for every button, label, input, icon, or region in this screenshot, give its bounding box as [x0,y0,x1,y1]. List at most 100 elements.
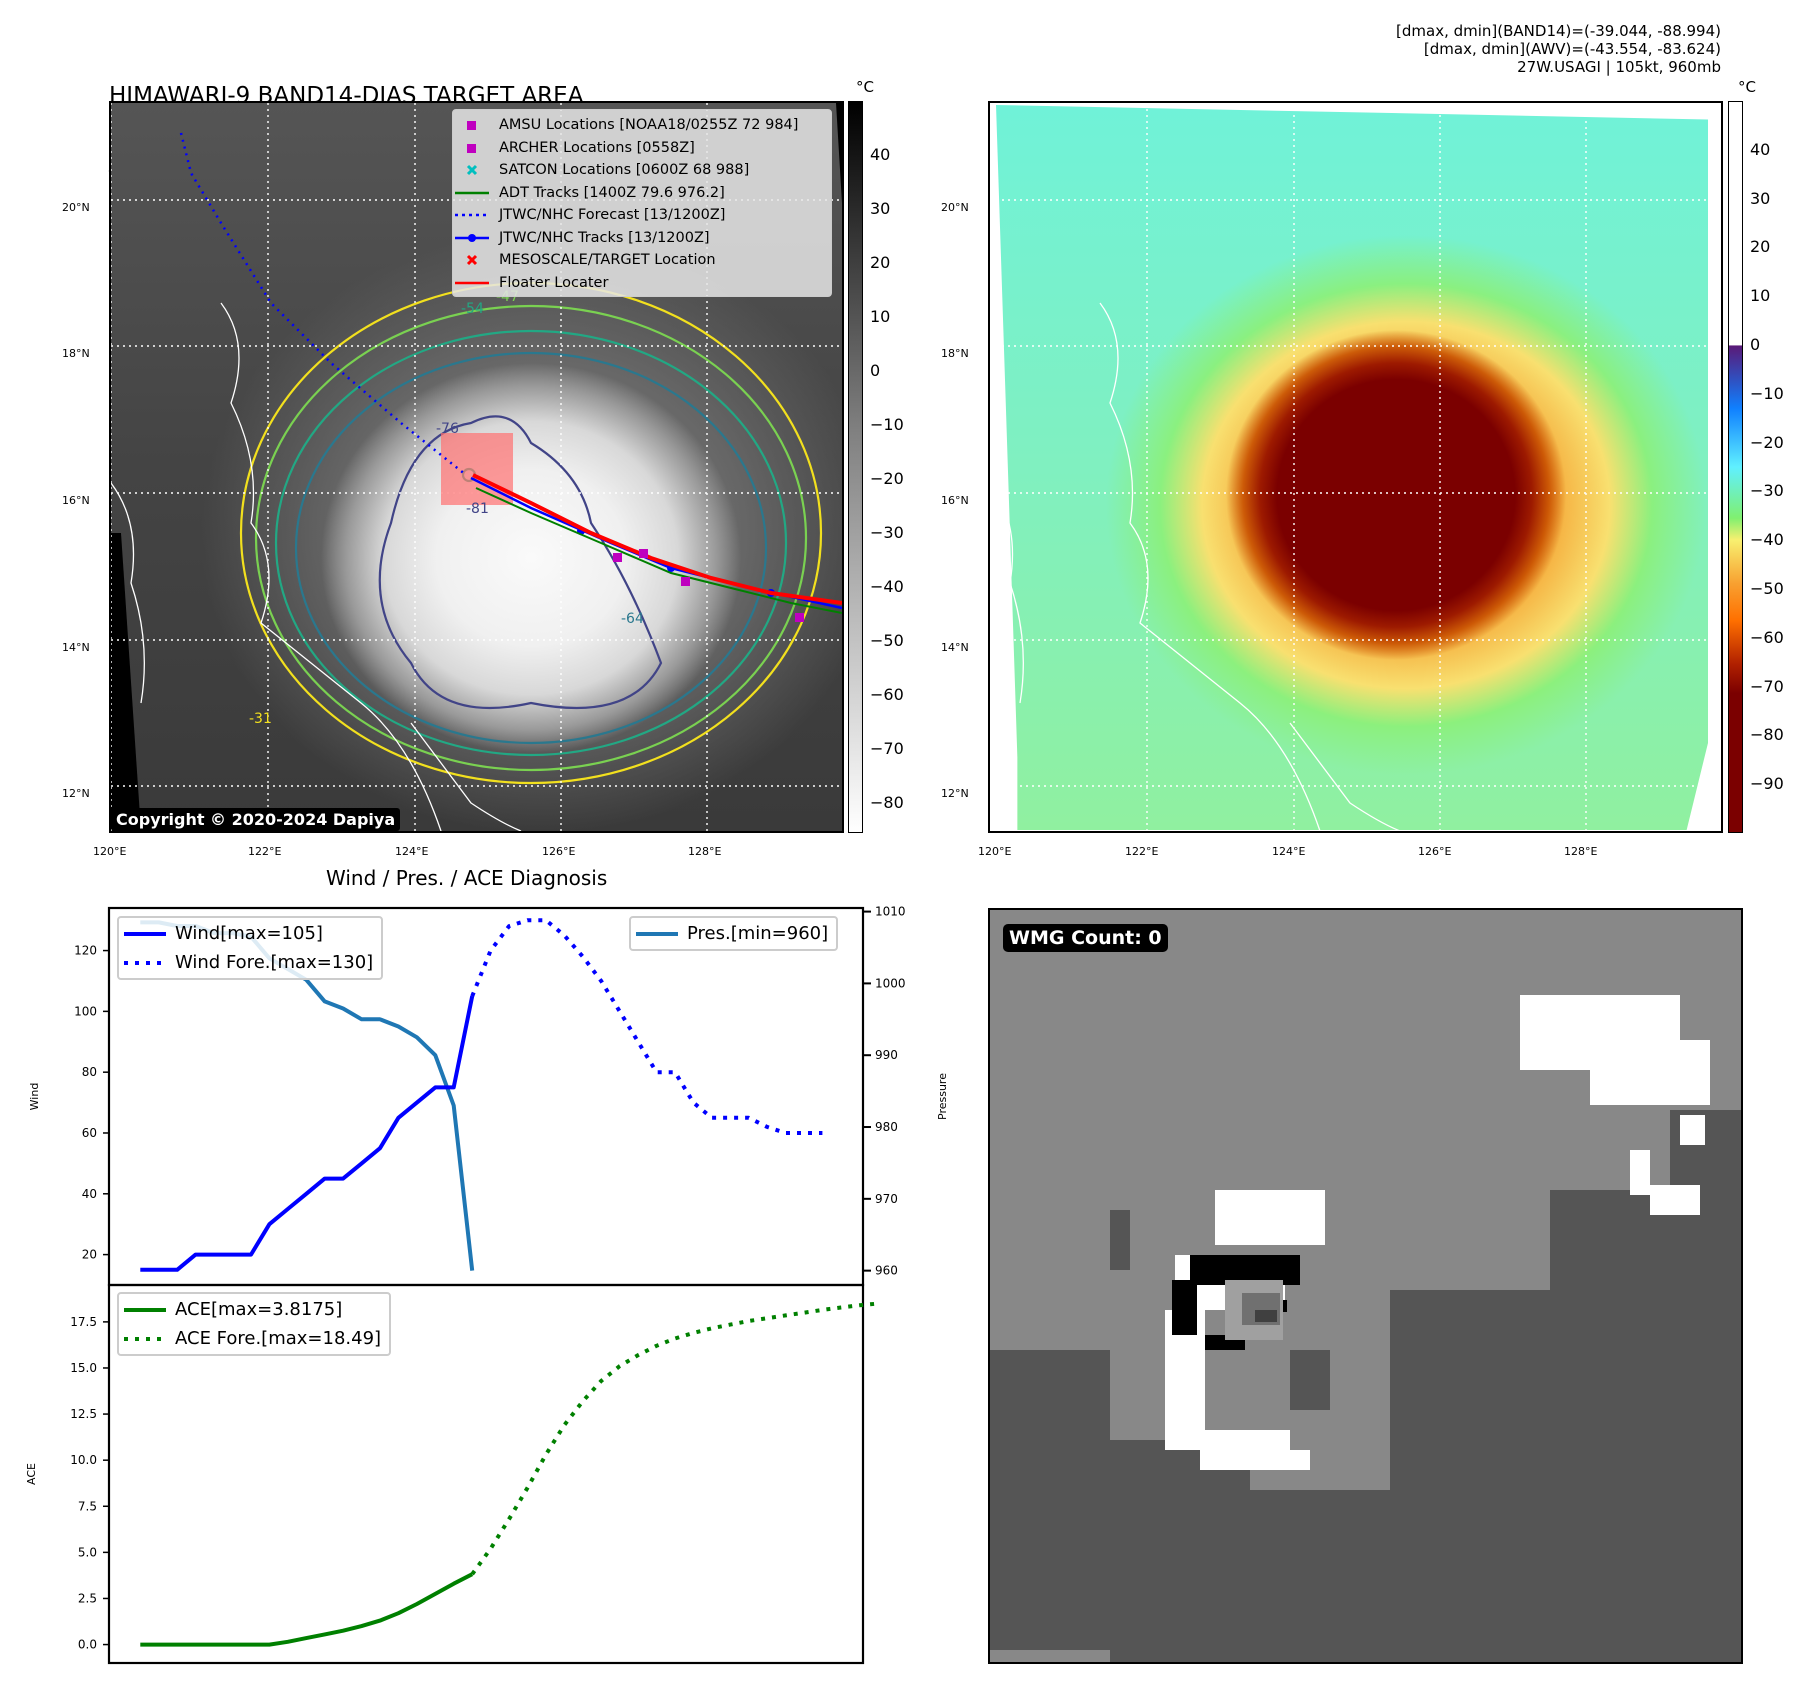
colorbar-tick: −20 [870,469,904,489]
contour-label-76: -76 [436,421,459,437]
colorbar-tick: 0 [1750,335,1761,354]
amsu-marker [795,613,804,622]
legend-entry-ace: ACE[max=3.8175] [123,1295,381,1324]
lon-tick: 124°E [1272,845,1306,858]
band14-range: [dmax, dmin](BAND14)=(-39.044, -88.994) [1396,22,1721,40]
pressure-axis-label: Pressure [936,1073,949,1120]
legend-entry: ADT Tracks [1400Z 79.6 976.2] [453,182,831,205]
ace-tick-label: 2.5 [78,1591,97,1605]
awv-colorbar [1728,101,1743,833]
ace-axes-frame [107,1283,865,1665]
floater-locater-track [472,473,842,605]
wmg-white-region [1650,1185,1700,1215]
legend-label: JTWC/NHC Forecast [13/1200Z] [499,207,726,224]
wmg-white-region [1260,1450,1310,1470]
colorbar-tick: 40 [1750,139,1771,159]
pressure-tick-label: 980 [875,1120,898,1134]
legend-entry-wind: Wind[max=105] [123,919,373,948]
diagnosis-title: Wind / Pres. / ACE Diagnosis [326,866,608,890]
dotted-line-icon [123,1336,167,1342]
wind-legend: Wind[max=105] Wind Fore.[max=130] [117,916,384,980]
wmg-dark-region [990,1350,1110,1650]
solid-line-icon [123,1307,167,1313]
awv-map-overlay [990,103,1721,831]
contour-54 [274,329,788,757]
wmg-white-region [1590,1040,1710,1105]
wmg-panel: WMG Count: 0 [988,908,1743,1664]
colorbar-tick: −40 [1750,530,1784,550]
wmg-eye-core [1255,1310,1277,1322]
colorbar-tick: 10 [870,307,891,327]
wmg-count-label: WMG Count: 0 [1003,924,1168,952]
colorbar-tick: −60 [870,685,904,705]
title-line-1: HIMAWARI-9 BAND14-DIAS TARGET AREA [109,83,584,109]
colorbar-tick: −70 [1750,676,1784,696]
wind-tick-label: 80 [82,1065,97,1079]
storm-info: [dmax, dmin](BAND14)=(-39.044, -88.994) … [1396,22,1721,76]
lat-tick: 20°N [62,201,90,214]
storm-summary: 27W.USAGI | 105kt, 960mb [1517,58,1721,76]
awv-image [996,105,1708,830]
pressure-tick-label: 970 [875,1192,898,1206]
lon-tick: 126°E [542,845,576,858]
lon-tick: 122°E [248,845,282,858]
colorbar-tick: 20 [870,253,891,273]
lon-tick: 128°E [1564,845,1598,858]
colorbar-tick: −30 [1750,481,1784,501]
coastlines [990,302,1401,831]
colorbar-tick: −80 [1750,725,1784,745]
ace-forecast-line [470,1301,878,1576]
lon-tick: 120°E [93,845,127,858]
ir-colorbar-unit: °C [856,78,874,96]
ace-legend: ACE[max=3.8175] ACE Fore.[max=18.49] [117,1292,392,1356]
ace-tick-label: 0.0 [78,1638,97,1652]
wind-line [140,995,475,1272]
adt-track [475,487,842,614]
x-marker-icon [453,254,491,266]
map-legend: AMSU Locations [NOAA18/0255Z 72 984] ARCH… [452,109,832,297]
wmg-white-region [1630,1150,1650,1195]
legend-entry: MESOSCALE/TARGET Location [453,249,831,272]
lon-tick: 124°E [395,845,429,858]
contour-label-54: -54 [461,301,484,317]
amsu-marker [613,553,622,562]
lat-tick: 18°N [62,347,90,360]
lat-tick: 14°N [62,641,90,654]
solid-line-icon [635,931,679,937]
legend-entry: JTWC/NHC Tracks [13/1200Z] [453,227,831,250]
coastline-west [990,482,1024,704]
colorbar-tick: −70 [870,739,904,759]
wind-tick-label: 20 [82,1248,97,1262]
legend-label: ARCHER Locations [0558Z] [499,139,695,156]
wmg-grid [990,925,1741,1662]
legend-label: MESOSCALE/TARGET Location [499,252,716,269]
copyright-label: Copyright © 2020-2024 Dapiya [111,808,401,831]
lon-tick: 128°E [688,845,722,858]
wmg-dark-region [1210,1550,1260,1610]
lat-tick: 12°N [941,787,969,800]
line-dot-icon [453,232,491,244]
wmg-eye-ring [1172,1280,1197,1335]
ir-map-panel: -31 -47 -54 -64 -76 -81 AMSU Locations [… [109,101,844,833]
legend-entry-wind-forecast: Wind Fore.[max=130] [123,948,373,977]
wmg-white-region [1680,1115,1705,1145]
legend-entry: SATCON Locations [0600Z 68 988] [453,159,831,182]
colorbar-tick: −60 [1750,627,1784,647]
legend-label: SATCON Locations [0600Z 68 988] [499,162,750,179]
coastline-luzon [1099,302,1321,831]
wind-axis-label: Wind [28,1083,41,1111]
no-data-region [111,533,141,831]
colorbar-tick: −10 [1750,383,1784,403]
line-icon [453,187,491,199]
contour-31 [239,281,823,785]
colorbar-tick: −40 [870,577,904,597]
coastline-luzon [220,302,442,831]
lon-tick: 126°E [1418,845,1452,858]
awv-colorbar-unit: °C [1738,78,1756,96]
legend-entry-ace-forecast: ACE Fore.[max=18.49] [123,1324,381,1353]
legend-entry-pressure: Pres.[min=960] [635,919,828,948]
legend-entry: AMSU Locations [NOAA18/0255Z 72 984] [453,114,831,137]
colorbar-tick: −30 [870,523,904,543]
wind-tick-label: 120 [74,944,97,958]
legend-entry: ARCHER Locations [0558Z] [453,137,831,160]
